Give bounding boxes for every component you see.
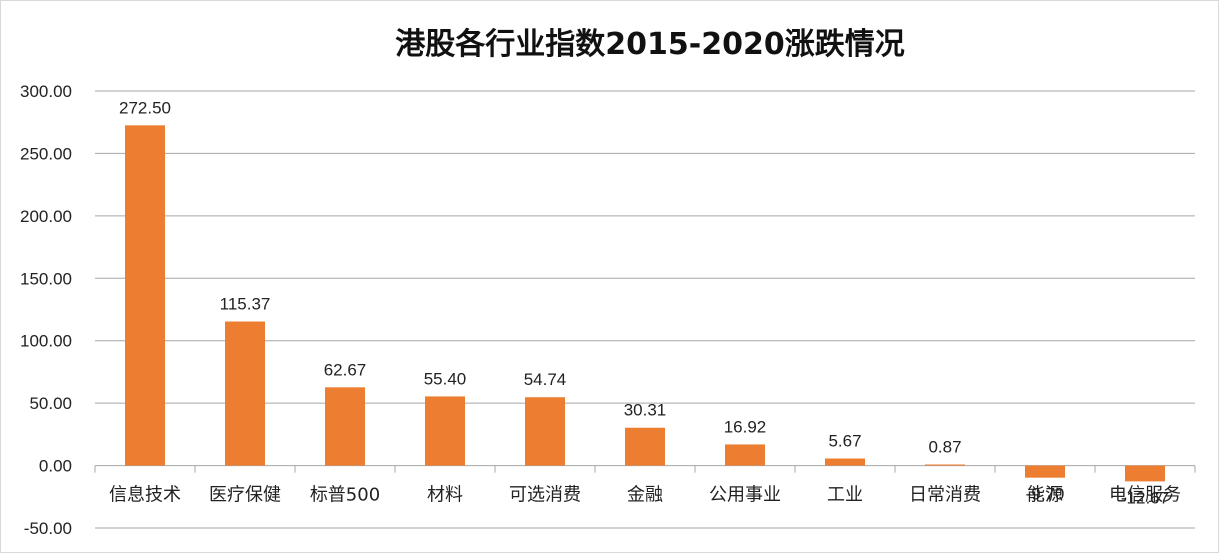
data-label: 62.67: [324, 360, 367, 379]
bar: [325, 387, 365, 466]
data-label: 54.74: [524, 370, 567, 389]
category-label: 信息技术: [109, 485, 181, 506]
category-label: 日常消费: [909, 485, 981, 506]
category-label: 可选消费: [509, 485, 581, 506]
bar: [125, 125, 165, 466]
bar: [1025, 465, 1065, 478]
data-label: 115.37: [220, 295, 271, 314]
grid-layer: [94, 90, 1196, 529]
y-tick-label: 250.00: [20, 144, 72, 163]
y-tick-label: 50.00: [29, 394, 72, 413]
y-tick-label: -50.00: [24, 519, 72, 538]
bar: [525, 397, 565, 466]
data-label: -9.70: [1026, 485, 1065, 504]
category-label: 公用事业: [709, 485, 781, 506]
bar: [925, 464, 965, 466]
bar: [625, 427, 665, 466]
y-tick-label: 150.00: [20, 269, 72, 288]
y-tick-label: 200.00: [20, 207, 72, 226]
bar: [225, 321, 265, 466]
bar-layer: [125, 125, 1165, 482]
category-label: 能源: [1027, 485, 1063, 506]
data-label: 272.50: [119, 98, 171, 117]
data-label: 0.87: [928, 437, 961, 456]
label-layer: 300.00 250.00 200.00 150.00 100.00 50.00 0.00 -…: [20, 82, 1181, 538]
category-label: 工业: [827, 485, 863, 506]
category-label: 标普500: [310, 485, 380, 506]
bar: [725, 444, 765, 466]
bar: [1125, 465, 1165, 482]
y-tick-label: 100.00: [20, 332, 72, 351]
category-label: 电信服务: [1109, 485, 1181, 506]
category-label: 医疗保健: [209, 485, 281, 506]
data-label: -12.67: [1121, 488, 1169, 507]
bar: [425, 396, 465, 466]
data-label: 16.92: [724, 417, 767, 436]
data-label: 30.31: [624, 401, 667, 420]
chart-title: 港股各行业指数2015-2020涨跌情况: [395, 27, 904, 62]
category-label: 金融: [627, 485, 663, 506]
bar: [825, 458, 865, 466]
data-label: 55.40: [424, 369, 467, 388]
y-tick-label: 0.00: [39, 457, 72, 476]
y-tick-label: 300.00: [20, 82, 72, 101]
data-label: 5.67: [828, 431, 861, 450]
category-label: 材料: [427, 485, 463, 506]
